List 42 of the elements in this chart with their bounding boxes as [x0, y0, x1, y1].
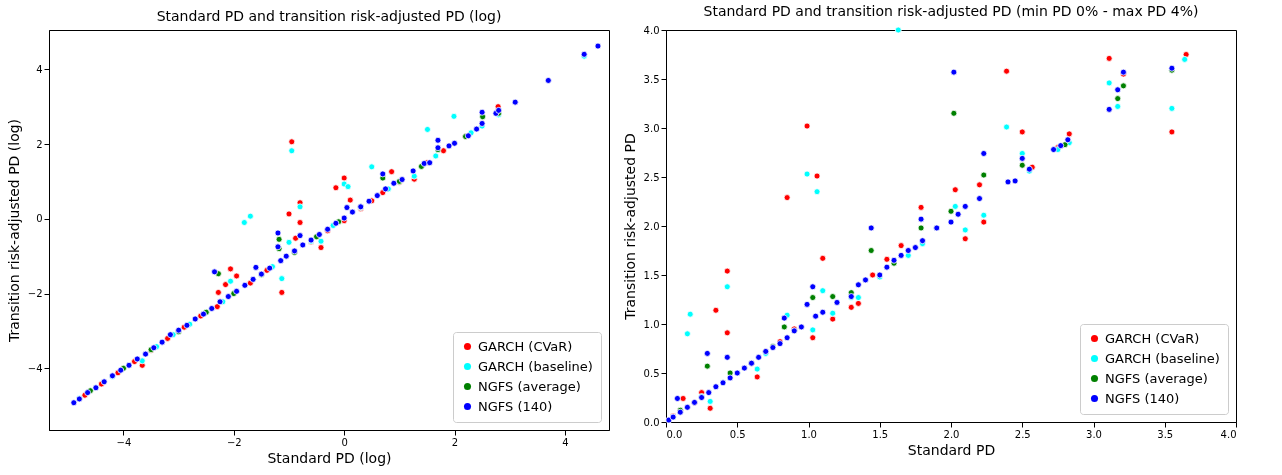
x-tick-label: 3.0 — [1086, 428, 1102, 440]
y-tick-label: 2 — [36, 138, 43, 150]
x-tick-label: 2.5 — [1014, 428, 1031, 440]
x-tick-label: 0.5 — [729, 428, 746, 440]
y-tick-label: 1.0 — [643, 318, 660, 330]
y-tick-label: 0 — [36, 213, 43, 225]
x-tick-label: 4.0 — [1220, 428, 1237, 440]
y-tick-label: 2.0 — [643, 220, 660, 232]
y-tick-label: 1.5 — [643, 269, 660, 281]
legend-label: GARCH (baseline) — [478, 358, 593, 374]
x-tick-label: −2 — [226, 436, 242, 448]
y-tick-label: −4 — [27, 362, 43, 374]
x-axis-title: Standard PD (log) — [267, 449, 392, 466]
legend-label: NGFS (average) — [1105, 370, 1208, 386]
y-axis-title: Transition risk-adjusted PD — [621, 133, 638, 321]
x-tick-label: 2 — [451, 436, 459, 448]
x-tick-label: 1.0 — [801, 428, 817, 440]
legend-label: NGFS (average) — [478, 378, 581, 394]
x-axis-title: Standard PD — [907, 441, 996, 458]
legend-label: NGFS (140) — [1105, 390, 1180, 406]
x-tick-label: −4 — [116, 436, 132, 448]
y-tick-label: 4.0 — [643, 24, 660, 36]
y-tick-label: 2.5 — [643, 171, 660, 183]
y-tick-label: 0.5 — [643, 367, 660, 379]
y-tick-label: −2 — [27, 288, 43, 300]
y-tick-label: 3.0 — [643, 122, 660, 134]
x-tick-label: 2.0 — [943, 428, 960, 440]
x-tick-label: 0 — [341, 436, 348, 448]
legend-label: NGFS (140) — [478, 398, 553, 414]
chart-title: Standard PD and transition risk-adjusted PD (min PD 0% - max PD 4%) — [703, 3, 1199, 19]
y-axis-title: Transition risk-adjusted PD (log) — [5, 118, 22, 344]
x-tick-label: 3.5 — [1157, 428, 1174, 440]
legend-label: GARCH (CVaR) — [478, 338, 573, 354]
x-tick-label: 1.5 — [872, 428, 889, 440]
y-tick-label: 4 — [36, 63, 43, 75]
x-tick-label: 0.0 — [666, 428, 683, 440]
y-tick-label: 3.5 — [643, 73, 660, 85]
legend-label: GARCH (CVaR) — [1105, 330, 1200, 346]
y-tick-label: 0.0 — [643, 416, 660, 428]
chart-title: Standard PD and transition risk-adjusted PD (log) — [156, 8, 502, 24]
x-tick-label: 4 — [562, 436, 569, 448]
legend-label: GARCH (baseline) — [1105, 350, 1220, 366]
